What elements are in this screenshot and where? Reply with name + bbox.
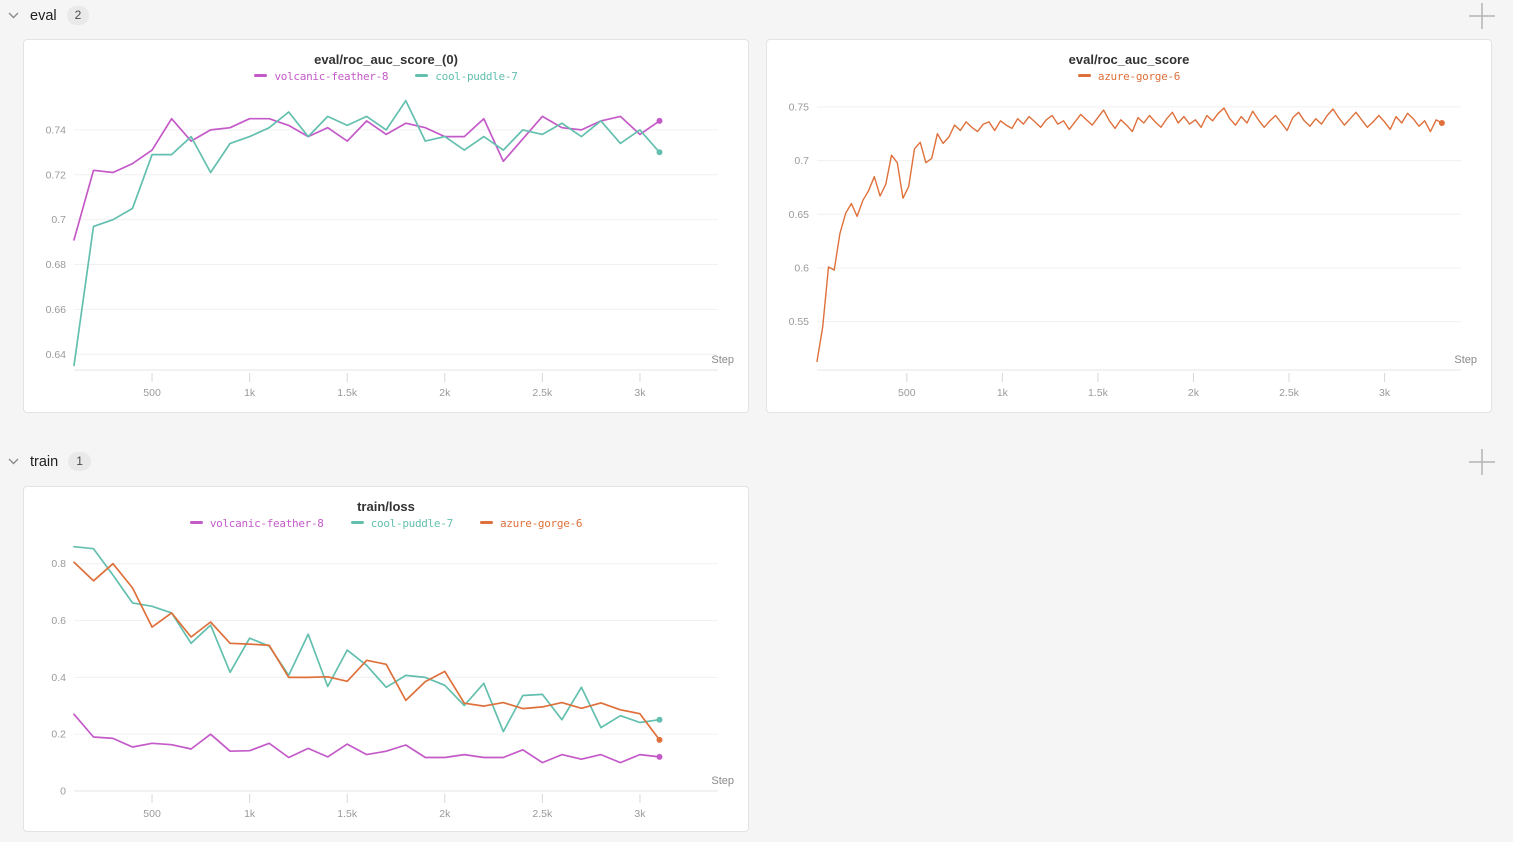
legend-swatch-icon — [254, 74, 268, 77]
svg-text:2k: 2k — [1188, 387, 1200, 399]
chart-panel-roc-auc-score-0[interactable]: eval/roc_auc_score_(0) volcanic-feather-… — [23, 39, 749, 413]
svg-text:3k: 3k — [634, 808, 646, 820]
legend-item-cool-puddle-7[interactable]: cool-puddle-7 — [350, 517, 453, 530]
legend-item-volcanic-feather-8[interactable]: volcanic-feather-8 — [254, 70, 389, 83]
add-panel-button[interactable] — [1467, 1, 1497, 31]
chart-legend: volcanic-feather-8 cool-puddle-7 — [24, 70, 748, 88]
legend-swatch-icon — [415, 74, 429, 77]
svg-text:500: 500 — [898, 387, 916, 399]
section-title-train: train — [30, 453, 59, 470]
legend-swatch-icon — [189, 521, 203, 524]
section-count-badge: 2 — [66, 6, 90, 25]
svg-text:0.8: 0.8 — [51, 558, 66, 570]
svg-text:0.2: 0.2 — [51, 729, 66, 741]
chart-title: train/loss — [357, 499, 415, 514]
chevron-down-icon[interactable] — [6, 9, 20, 23]
legend-item-azure-gorge-6[interactable]: azure-gorge-6 — [479, 517, 582, 530]
svg-text:2.5k: 2.5k — [532, 387, 553, 399]
chevron-down-icon[interactable] — [6, 455, 20, 469]
svg-text:0.6: 0.6 — [794, 262, 809, 274]
svg-text:2k: 2k — [439, 387, 451, 399]
section-header-train: train 1 — [6, 452, 91, 471]
svg-text:1.5k: 1.5k — [1088, 387, 1109, 399]
svg-text:0.68: 0.68 — [46, 259, 67, 271]
svg-text:1k: 1k — [244, 808, 256, 820]
svg-text:0.4: 0.4 — [51, 672, 66, 684]
section-count-badge: 1 — [68, 452, 91, 471]
svg-text:2.5k: 2.5k — [532, 808, 553, 820]
chart-title: eval/roc_auc_score_(0) — [314, 52, 458, 67]
line-chart-canvas[interactable]: 0 0.2 0.4 0.6 0.8 500 1k 1.5k 2k 2.5k 3k Step — [24, 535, 748, 831]
svg-text:0.72: 0.72 — [46, 169, 67, 181]
svg-text:2k: 2k — [439, 808, 451, 820]
svg-text:0.66: 0.66 — [46, 304, 67, 316]
chart-title: eval/roc_auc_score — [1068, 52, 1190, 67]
svg-text:1k: 1k — [997, 387, 1009, 399]
svg-text:0.7: 0.7 — [794, 155, 809, 167]
svg-text:0.74: 0.74 — [46, 124, 67, 136]
line-chart-canvas[interactable]: 0.64 0.66 0.68 0.7 0.72 0.74 500 1k 1.5k 2k 2.5k 3k… — [24, 88, 748, 410]
legend-swatch-icon — [350, 521, 364, 524]
svg-text:0.64: 0.64 — [46, 349, 67, 361]
legend-item-cool-puddle-7[interactable]: cool-puddle-7 — [415, 70, 518, 83]
svg-text:500: 500 — [143, 808, 161, 820]
legend-swatch-icon — [1077, 74, 1091, 77]
svg-text:2.5k: 2.5k — [1279, 387, 1300, 399]
svg-text:0.6: 0.6 — [51, 615, 66, 627]
svg-text:0.65: 0.65 — [789, 209, 810, 221]
svg-text:1.5k: 1.5k — [337, 387, 358, 399]
section-title-eval: eval — [30, 7, 57, 24]
line-chart-canvas[interactable]: 0.55 0.6 0.65 0.7 0.75 500 1k 1.5k 2k 2.5k 3k Step — [767, 88, 1491, 410]
svg-text:0.75: 0.75 — [789, 101, 810, 113]
svg-text:0: 0 — [60, 786, 66, 798]
svg-text:Step: Step — [711, 775, 734, 787]
svg-text:3k: 3k — [1379, 387, 1391, 399]
chart-legend: volcanic-feather-8 cool-puddle-7 azure-g… — [24, 517, 748, 535]
plus-icon — [1469, 449, 1495, 475]
section-header-eval: eval 2 — [6, 6, 90, 25]
add-panel-button[interactable] — [1467, 447, 1497, 477]
legend-item-volcanic-feather-8[interactable]: volcanic-feather-8 — [189, 517, 324, 530]
svg-text:500: 500 — [143, 387, 161, 399]
svg-text:0.55: 0.55 — [789, 316, 810, 328]
chart-panel-roc-auc-score[interactable]: eval/roc_auc_score azure-gorge-6 0.55 0.6… — [766, 39, 1492, 413]
plus-icon — [1469, 3, 1495, 29]
svg-text:Step: Step — [1454, 354, 1477, 366]
chart-legend: azure-gorge-6 — [767, 70, 1491, 88]
svg-text:Step: Step — [711, 354, 734, 366]
svg-text:0.7: 0.7 — [51, 214, 66, 226]
legend-item-azure-gorge-6[interactable]: azure-gorge-6 — [1077, 70, 1180, 83]
svg-text:1.5k: 1.5k — [337, 808, 358, 820]
svg-text:3k: 3k — [634, 387, 646, 399]
chart-panel-train-loss[interactable]: train/loss volcanic-feather-8 cool-puddl… — [23, 486, 749, 832]
legend-swatch-icon — [479, 521, 493, 524]
svg-text:1k: 1k — [244, 387, 256, 399]
